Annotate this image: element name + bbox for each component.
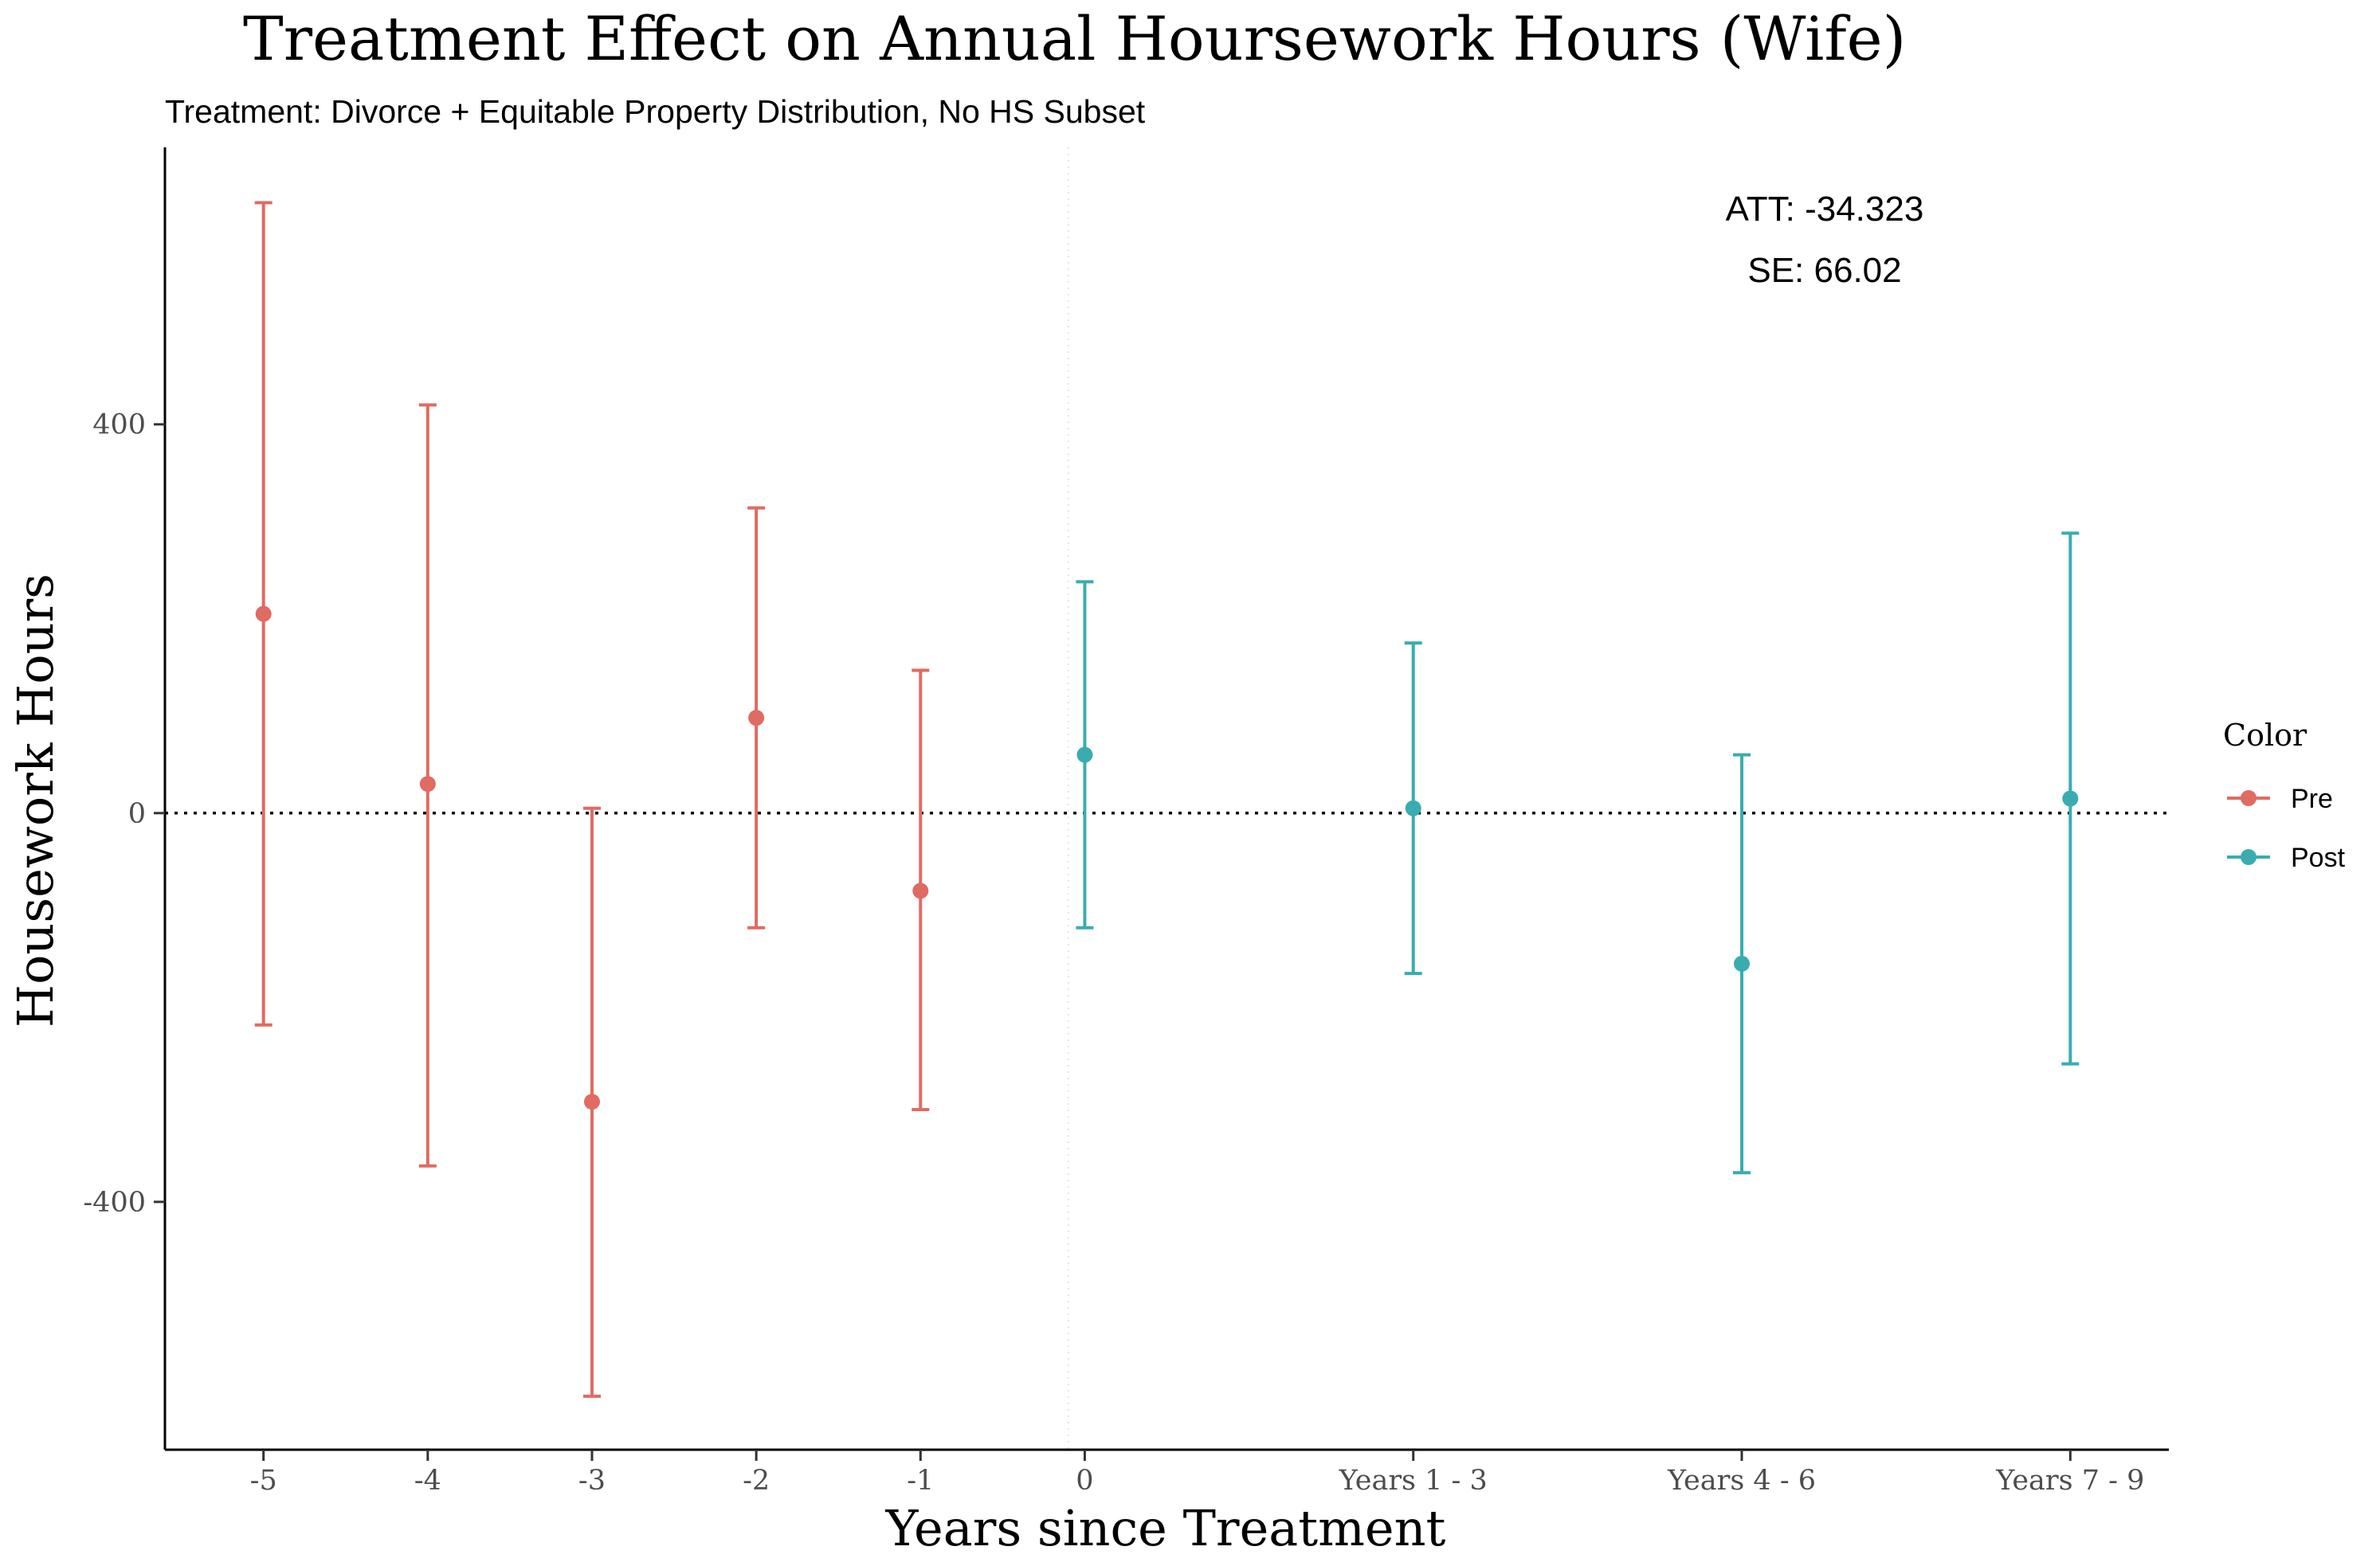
x-tick-label: -4 [414,1465,441,1497]
x-tick-label: 0 [1076,1465,1093,1497]
legend-key-point [2241,790,2256,806]
legend: Color Pre Post [2223,718,2346,873]
att-annotation: ATT: -34.323 [1726,190,1924,229]
data-point [1076,746,1093,763]
x-tick-label: -5 [250,1465,277,1497]
data-point [583,1094,600,1110]
data-point [1405,800,1421,816]
data-point [1734,955,1751,972]
legend-key-point [2241,849,2256,865]
x-tick-label: Years 1 - 3 [1339,1465,1488,1497]
x-tick-label: -1 [907,1465,934,1497]
y-tick-label: 0 [128,798,146,830]
x-tick-label: -3 [578,1465,606,1497]
data-point [912,883,929,899]
y-axis-title: Housework Hours [6,574,65,1028]
chart-title: Treatment Effect on Annual Hoursework Ho… [243,3,1906,74]
x-tick-label: -2 [743,1465,770,1497]
x-tick-label: Years 7 - 9 [1995,1465,2144,1497]
x-tick-label: Years 4 - 6 [1667,1465,1816,1497]
legend-label: Pre [2291,784,2333,814]
legend-label: Post [2291,843,2346,873]
y-tick-label: -400 [83,1187,146,1219]
data-point [748,710,765,726]
legend-title: Color [2223,718,2307,753]
data-point [2062,790,2079,807]
x-axis-title: Years since Treatment [885,1499,1446,1557]
se-annotation: SE: 66.02 [1747,251,1901,290]
chart-subtitle: Treatment: Divorce + Equitable Property … [165,93,1146,130]
data-point [419,776,436,793]
plot-area: -400 0 400 -5 -4 -3 -2 -1 0 Years 1 - 3 Years 4 - … [83,147,2169,1497]
data-point [255,605,272,622]
y-tick-label: 400 [92,409,146,441]
